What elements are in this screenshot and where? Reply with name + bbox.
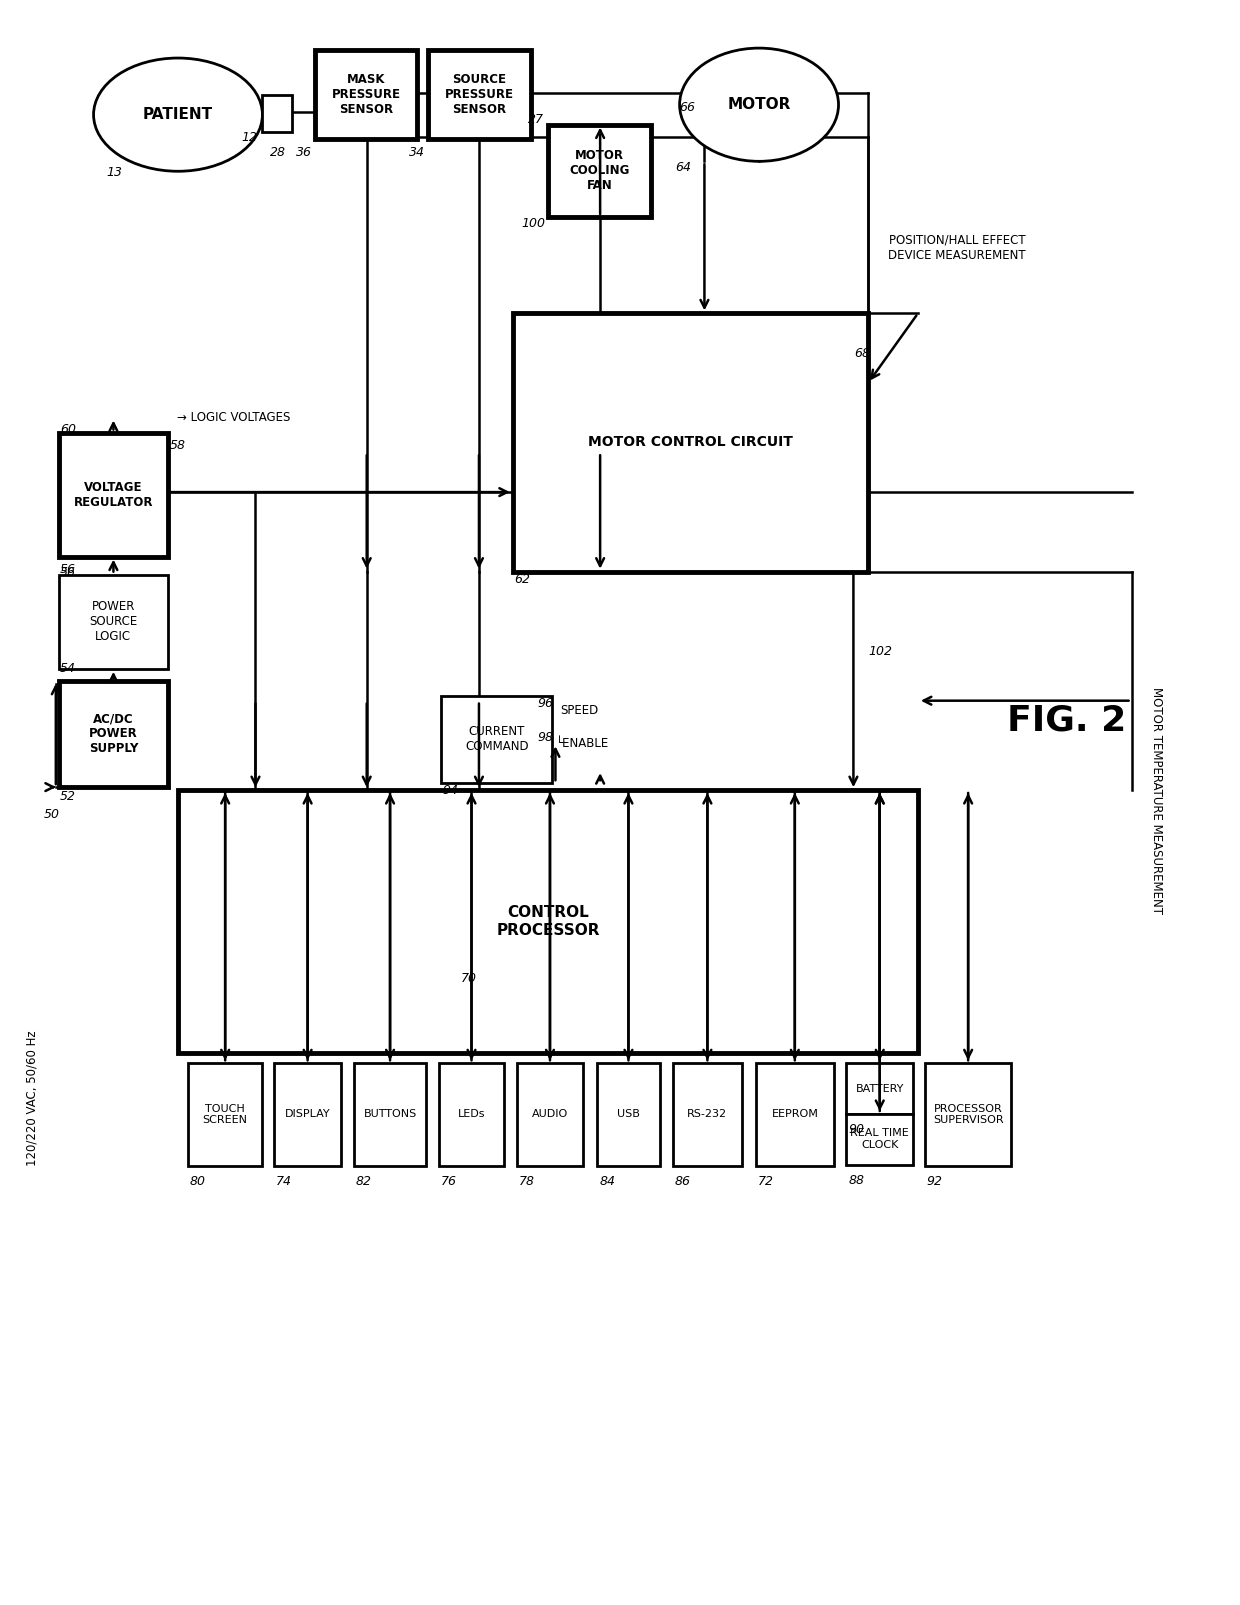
- Text: USB: USB: [618, 1109, 640, 1119]
- Text: 98: 98: [537, 730, 553, 745]
- Text: AUDIO: AUDIO: [532, 1109, 568, 1119]
- Bar: [58, 575, 169, 669]
- Text: LEDs: LEDs: [458, 1109, 485, 1119]
- Bar: [274, 1063, 341, 1165]
- Bar: [58, 432, 169, 557]
- Bar: [263, 95, 293, 132]
- Text: 100: 100: [522, 217, 546, 231]
- Text: CURRENT
COMMAND: CURRENT COMMAND: [465, 725, 528, 753]
- Bar: [847, 1063, 913, 1114]
- Text: 76: 76: [441, 1175, 458, 1188]
- Bar: [512, 313, 868, 571]
- Bar: [428, 50, 531, 140]
- Text: 94: 94: [443, 783, 459, 796]
- Text: → LOGIC VOLTAGES: → LOGIC VOLTAGES: [177, 411, 290, 424]
- Text: 54: 54: [60, 663, 76, 676]
- Bar: [672, 1063, 743, 1165]
- Bar: [315, 50, 418, 140]
- Text: 56: 56: [60, 563, 76, 576]
- Text: 80: 80: [190, 1175, 206, 1188]
- Text: 68: 68: [854, 347, 870, 360]
- Text: CONTROL
PROCESSOR: CONTROL PROCESSOR: [496, 905, 600, 937]
- Text: 66: 66: [680, 101, 696, 114]
- Text: 84: 84: [599, 1175, 615, 1188]
- Bar: [353, 1063, 427, 1165]
- Text: POWER
SOURCE
LOGIC: POWER SOURCE LOGIC: [89, 600, 138, 644]
- Text: RS-232: RS-232: [687, 1109, 728, 1119]
- Text: 28: 28: [270, 146, 286, 159]
- Text: 88: 88: [848, 1173, 864, 1188]
- Text: 36: 36: [296, 146, 312, 159]
- Bar: [188, 1063, 263, 1165]
- Text: MOTOR: MOTOR: [728, 98, 791, 112]
- Text: 64: 64: [676, 160, 692, 173]
- Ellipse shape: [680, 48, 838, 162]
- Text: EEPROM: EEPROM: [771, 1109, 818, 1119]
- Text: REAL TIME
CLOCK: REAL TIME CLOCK: [851, 1128, 909, 1151]
- Text: DISPLAY: DISPLAY: [285, 1109, 330, 1119]
- Text: 78: 78: [518, 1175, 534, 1188]
- Bar: [925, 1063, 1012, 1165]
- Text: 74: 74: [277, 1175, 293, 1188]
- Text: └ENABLE: └ENABLE: [556, 737, 609, 750]
- Text: MOTOR CONTROL CIRCUIT: MOTOR CONTROL CIRCUIT: [588, 435, 792, 449]
- Bar: [847, 1114, 913, 1165]
- Text: 70: 70: [461, 973, 477, 985]
- Text: 12: 12: [242, 132, 258, 144]
- Text: 120/220 VAC, 50/60 Hz: 120/220 VAC, 50/60 Hz: [26, 1030, 38, 1165]
- Text: 50: 50: [43, 809, 60, 822]
- Bar: [598, 1063, 660, 1165]
- Bar: [548, 125, 651, 217]
- Text: 102: 102: [868, 645, 893, 658]
- Text: MOTOR
COOLING
FAN: MOTOR COOLING FAN: [569, 149, 630, 193]
- Text: 90: 90: [848, 1124, 864, 1136]
- Text: 86: 86: [675, 1175, 691, 1188]
- Text: PROCESSOR
SUPERVISOR: PROCESSOR SUPERVISOR: [932, 1104, 1003, 1125]
- Text: SPEED: SPEED: [560, 705, 599, 717]
- Text: 34: 34: [409, 146, 425, 159]
- Text: 58: 58: [170, 438, 186, 453]
- Text: POSITION/HALL EFFECT
DEVICE MEASUREMENT: POSITION/HALL EFFECT DEVICE MEASUREMENT: [888, 234, 1025, 262]
- Text: 52: 52: [60, 790, 76, 802]
- Bar: [517, 1063, 583, 1165]
- Text: PATIENT: PATIENT: [143, 108, 213, 122]
- Bar: [58, 681, 169, 786]
- Text: 92: 92: [928, 1175, 942, 1188]
- Text: AC/DC
POWER
SUPPLY: AC/DC POWER SUPPLY: [89, 713, 138, 756]
- Ellipse shape: [93, 58, 263, 172]
- Text: 62: 62: [513, 573, 529, 586]
- Text: 27: 27: [527, 112, 543, 127]
- Text: BATTERY: BATTERY: [856, 1083, 904, 1093]
- Text: BUTTONS: BUTTONS: [363, 1109, 417, 1119]
- Text: 13: 13: [107, 165, 123, 178]
- Text: MASK
PRESSURE
SENSOR: MASK PRESSURE SENSOR: [332, 74, 401, 116]
- Text: SOURCE
PRESSURE
SENSOR: SOURCE PRESSURE SENSOR: [445, 74, 513, 116]
- Bar: [441, 695, 553, 783]
- Bar: [756, 1063, 833, 1165]
- Text: MOTOR TEMPERATURE MEASUREMENT: MOTOR TEMPERATURE MEASUREMENT: [1149, 687, 1163, 913]
- Text: 82: 82: [356, 1175, 372, 1188]
- Bar: [439, 1063, 503, 1165]
- Text: FIG. 2: FIG. 2: [1007, 703, 1127, 738]
- Bar: [179, 790, 918, 1053]
- Text: VOLTAGE
REGULATOR: VOLTAGE REGULATOR: [73, 480, 154, 509]
- Text: 72: 72: [758, 1175, 774, 1188]
- Text: 96: 96: [537, 697, 553, 709]
- Text: TOUCH
SCREEN: TOUCH SCREEN: [202, 1104, 248, 1125]
- Text: 56: 56: [60, 567, 76, 579]
- Text: 60: 60: [60, 424, 76, 437]
